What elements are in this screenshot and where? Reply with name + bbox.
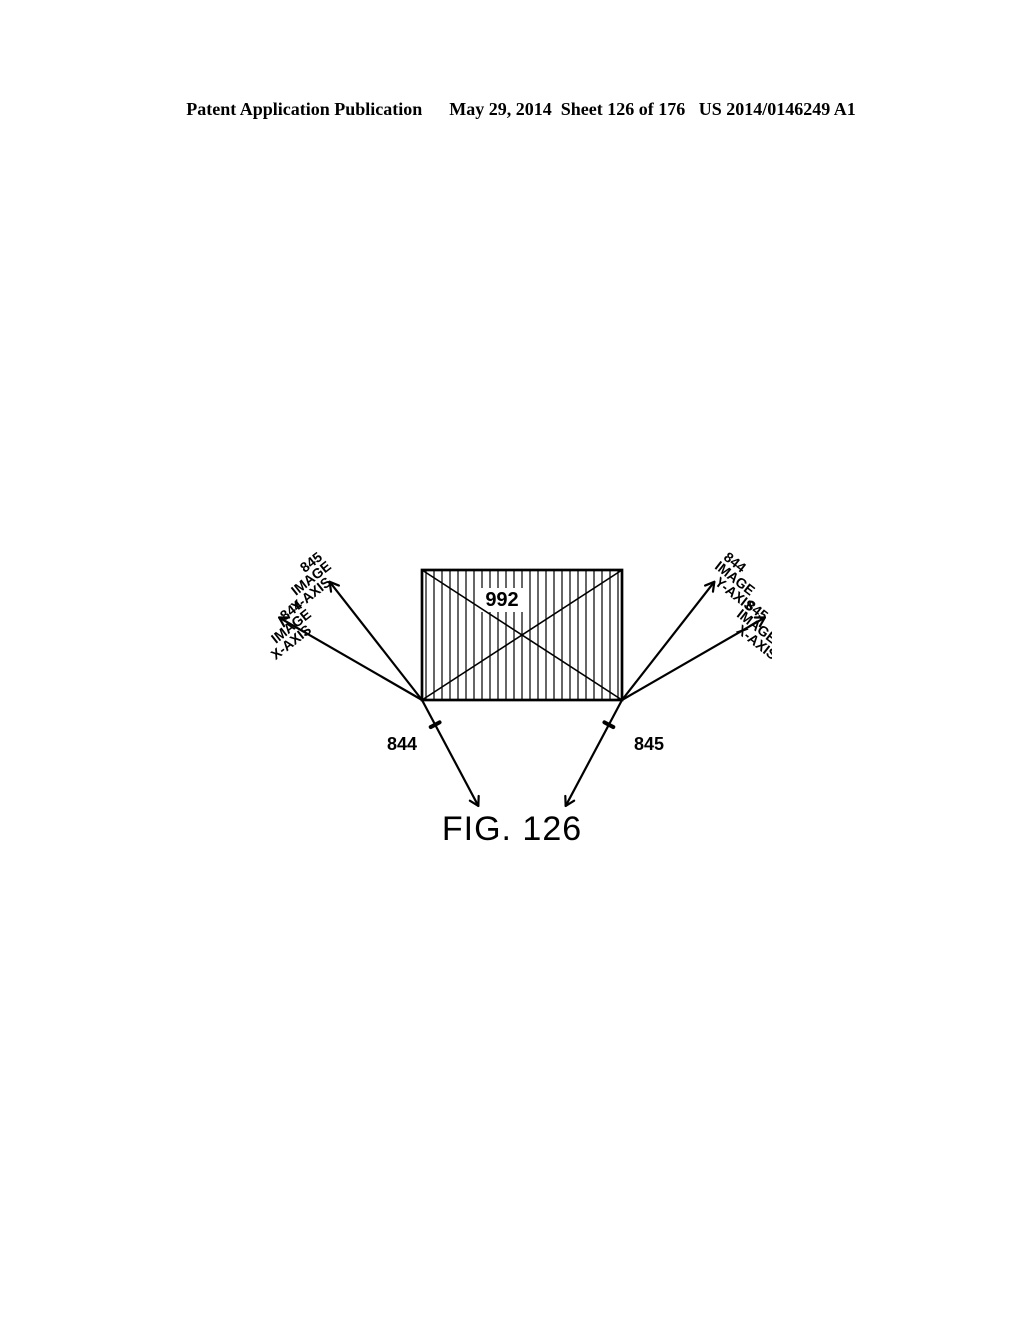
figure-caption: FIG. 126 — [442, 810, 582, 849]
header-sheet: Sheet 126 of 176 — [561, 99, 686, 119]
svg-text:845: 845 — [634, 734, 664, 754]
header-pubnum: US 2014/0146249 A1 — [699, 99, 856, 119]
page-header: Patent Application Publication May 29, 2… — [0, 78, 1024, 141]
header-left: Patent Application Publication — [186, 99, 422, 119]
page: Patent Application Publication May 29, 2… — [0, 0, 1024, 1320]
header-date: May 29, 2014 — [449, 99, 552, 119]
svg-text:844: 844 — [387, 734, 417, 754]
svg-text:992: 992 — [485, 589, 518, 611]
